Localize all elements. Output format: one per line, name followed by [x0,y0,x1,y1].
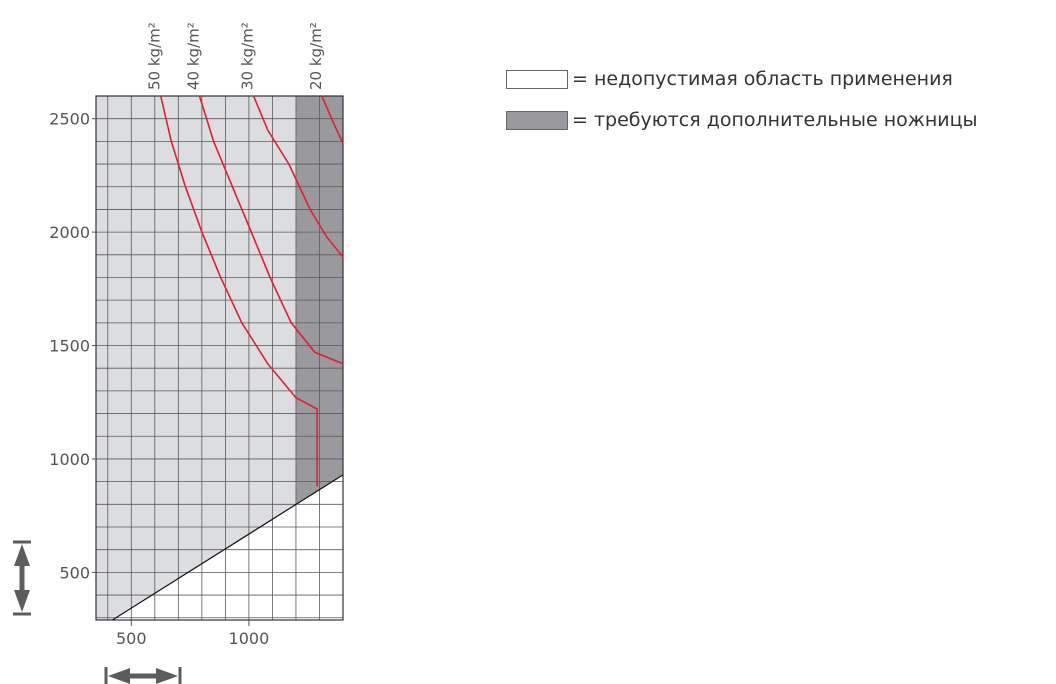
invalid-boundary-line [112,474,344,621]
valid-area [96,96,296,620]
y-tick-label-1: 1000 [49,450,90,469]
legend-scissors-label: = требуются дополнительные ножницы [572,109,978,131]
chart-curves [159,95,344,487]
legend-item-scissors: = требуются дополнительные ножницы [506,109,978,131]
series-label-3: 20 kg/m² [307,22,325,90]
series-labels: 50 kg/m² 40 kg/m² 30 kg/m² 20 kg/m² [146,22,325,90]
horizontal-double-arrow-icon [104,667,182,684]
y-tick-label-4: 2500 [49,110,90,129]
plot-frame [95,95,344,621]
x-tick-label-1: 1000 [229,629,270,648]
chart-regions [96,96,343,620]
chart: 500 1000 500 1000 1500 2000 2500 50 kg/m² 40 k… [13,22,344,684]
series-line-3 [321,95,344,144]
y-axis-ticks: 500 1000 1500 2000 2500 [49,110,96,582]
y-tick-label-0: 500 [59,563,90,582]
series-label-2: 30 kg/m² [239,22,257,90]
chart-grid [95,95,344,621]
series-line-2 [252,95,344,258]
series-label-0: 50 kg/m² [146,22,164,90]
series-line-1 [198,95,344,365]
y-tick-label-2: 1500 [49,337,90,356]
y-tick-label-3: 2000 [49,223,90,242]
legend-invalid-label: = недопустимая область применения [572,68,953,90]
invalid-area-swatch [506,69,568,89]
x-tick-label-0: 500 [116,629,147,648]
x-axis-ticks: 500 1000 [116,620,269,648]
series-line-0 [159,95,318,487]
legend-item-invalid: = недопустимая область применения [506,68,953,90]
vertical-double-arrow-icon [13,540,31,616]
scissors-area-swatch [506,110,568,130]
series-label-1: 40 kg/m² [185,22,203,90]
